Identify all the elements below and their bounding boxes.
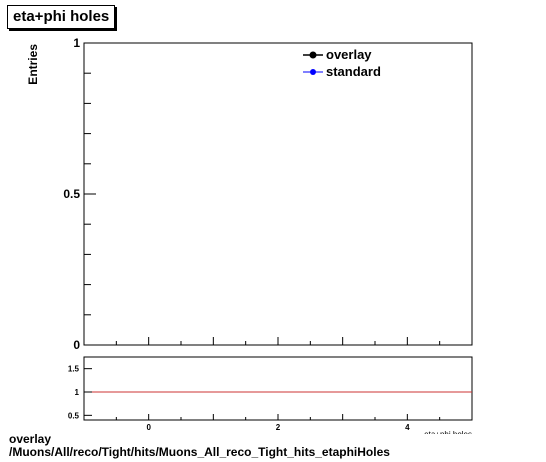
caption-line-2: /Muons/All/reco/Tight/hits/Muons_All_rec… (9, 445, 390, 459)
chart-title: eta+phi holes (7, 5, 116, 29)
ratio-y-tick-label: 1.5 (68, 365, 80, 374)
main-y-ticks: 00.51 (63, 36, 96, 352)
main-y-tick-label: 1 (73, 36, 80, 50)
ratio-plot-frame (83, 356, 473, 421)
main-y-tick-label: 0 (73, 338, 80, 352)
y-axis-label: Entries (26, 44, 40, 85)
x-axis-label: eta+phi holes (424, 430, 472, 439)
main-plot-panel: 00.51 Entries overlay standard (26, 36, 473, 352)
ratio-x-tick-label: 4 (405, 423, 410, 432)
ratio-y-ticks: 0.5 1 1.5 (68, 365, 92, 420)
legend-standard-label: standard (326, 64, 381, 79)
legend-standard-marker (310, 69, 316, 75)
main-plot-frame (83, 42, 473, 346)
ratio-x-tick-label: 0 (146, 423, 151, 432)
ratio-plot-panel: 0.5 1 1.5 0 2 4 eta+phi holes (68, 356, 473, 439)
legend-overlay-label: overlay (326, 47, 372, 62)
caption-line-1: overlay (9, 432, 52, 446)
ratio-x-ticks: 0 2 4 (115, 414, 441, 432)
legend: overlay standard (303, 47, 381, 79)
ratio-y-tick-label: 0.5 (68, 411, 80, 420)
legend-overlay-marker (309, 51, 317, 59)
ratio-y-tick-label: 1 (75, 388, 80, 397)
main-y-tick-label: 0.5 (63, 187, 80, 201)
ratio-x-tick-label: 2 (276, 423, 281, 432)
main-x-ticks (115, 337, 441, 345)
